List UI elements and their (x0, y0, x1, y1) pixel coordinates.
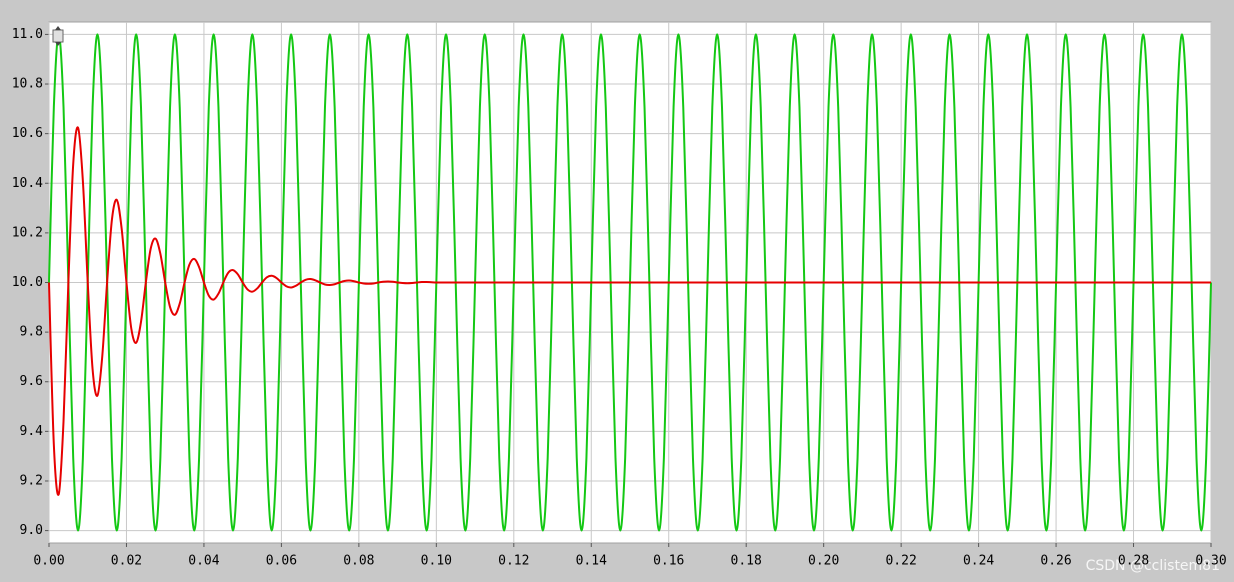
x-tick-label: 0.18 (731, 554, 762, 569)
y-tick-label: 9.0 (20, 523, 43, 538)
x-tick-label: 0.22 (885, 554, 916, 569)
y-tick-label: 10.4 (12, 176, 43, 191)
y-tick-label: 10.8 (12, 77, 43, 92)
x-tick-label: 0.10 (421, 554, 452, 569)
x-tick-label: 0.26 (1040, 554, 1071, 569)
x-tick-label: 0.20 (808, 554, 839, 569)
cursor-icon (52, 26, 64, 46)
y-tick-label: 10.0 (12, 275, 43, 290)
y-tick-label: 9.6 (20, 374, 43, 389)
y-tick-label: 11.0 (12, 27, 43, 42)
lines (48, 33, 1212, 532)
x-tick-label: 0.06 (266, 554, 297, 569)
y-tick-label: 10.6 (12, 126, 43, 141)
x-tick-label: 0.02 (111, 554, 142, 569)
x-tick-label: 0.30 (1195, 554, 1226, 569)
x-tick-label: 0.04 (188, 554, 219, 569)
y-tick-label: 10.2 (12, 225, 43, 240)
x-tick-label: 0.12 (498, 554, 529, 569)
x-tick-label: 0.28 (1118, 554, 1149, 569)
x-tick-label: 0.16 (653, 554, 684, 569)
series-line (48, 126, 1211, 496)
y-tick-label: 9.2 (20, 473, 43, 488)
x-tick-label: 0.00 (33, 554, 64, 569)
x-tick-label: 0.24 (963, 554, 994, 569)
y-tick-label: 9.4 (20, 424, 44, 439)
watermark: CSDN @cclistem81 (1086, 558, 1220, 574)
y-tick-label: 9.8 (20, 325, 43, 340)
x-tick-label: 0.14 (576, 554, 607, 569)
x-tick-label: 0.08 (343, 554, 374, 569)
